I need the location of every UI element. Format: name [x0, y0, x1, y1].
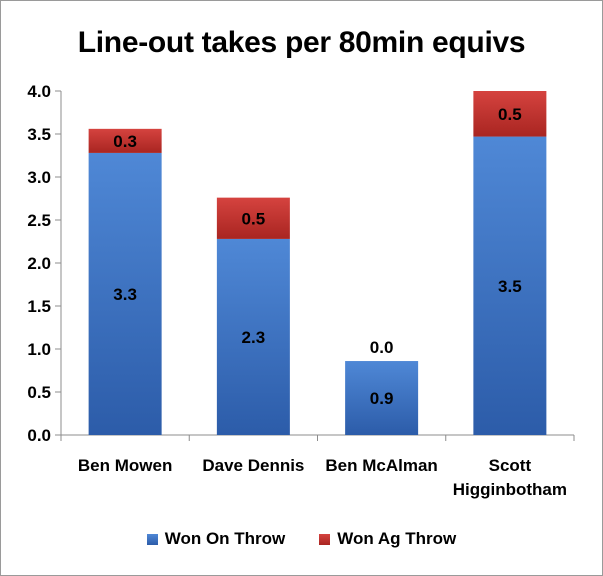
chart-title: Line-out takes per 80min equivs: [77, 26, 526, 59]
legend-item-won-on-throw: Won On Throw: [146, 529, 286, 549]
data-label: 3.3: [113, 285, 137, 304]
data-label: 3.5: [498, 277, 522, 296]
data-label: 0.5: [498, 105, 522, 124]
data-label: 0.5: [242, 209, 266, 228]
x-category-label: Ben Mowen: [78, 456, 172, 475]
data-label: 2.3: [242, 328, 266, 347]
y-tick-label: 1.0: [27, 340, 51, 359]
y-tick-label: 2.0: [27, 254, 51, 273]
legend: Won On Throw Won Ag Throw: [0, 528, 603, 550]
bar-segment-won-ag-throw: [216, 197, 290, 239]
bar-segment-won-on-throw: [88, 152, 162, 436]
data-label: 0.3: [113, 132, 137, 151]
y-tick-label: 3.5: [27, 125, 51, 144]
bar-segment-won-on-throw: [473, 136, 547, 435]
x-category-label: Ben McAlman: [325, 456, 437, 475]
legend-label: Won Ag Throw: [337, 529, 457, 548]
y-tick-label: 0.5: [27, 383, 51, 402]
data-label: 0.0: [370, 338, 394, 357]
axes: 0.0 0.5 1.0 1.5 2.0 2.5 3.0 3.5 4.0 Ben Mowen Dave…: [27, 82, 575, 499]
bars: [88, 91, 547, 436]
legend-swatch-blue: [146, 533, 158, 545]
data-label: 0.9: [370, 389, 394, 408]
legend-label: Won On Throw: [164, 529, 286, 548]
x-category-label: Dave Dennis: [202, 456, 304, 475]
y-tick-label: 2.5: [27, 211, 51, 230]
legend-swatch-red: [319, 533, 331, 545]
bar-segment-won-on-throw: [216, 238, 290, 435]
bar-segment-won-on-throw: [345, 361, 419, 435]
data-labels: 3.3 0.3 2.3 0.5 0.9 0.0 3.5 0.5: [113, 105, 521, 408]
y-tick-label: 0.0: [27, 426, 51, 445]
bar-segment-won-ag-throw: [473, 91, 547, 137]
y-tick-label: 4.0: [27, 82, 51, 101]
y-tick-label: 1.5: [27, 297, 51, 316]
bar-segment-won-ag-throw: [88, 128, 162, 153]
y-tick-label: 3.0: [27, 168, 51, 187]
legend-item-won-ag-throw: Won Ag Throw: [319, 529, 456, 549]
x-category-label: Scott Higginbotham: [453, 456, 567, 499]
